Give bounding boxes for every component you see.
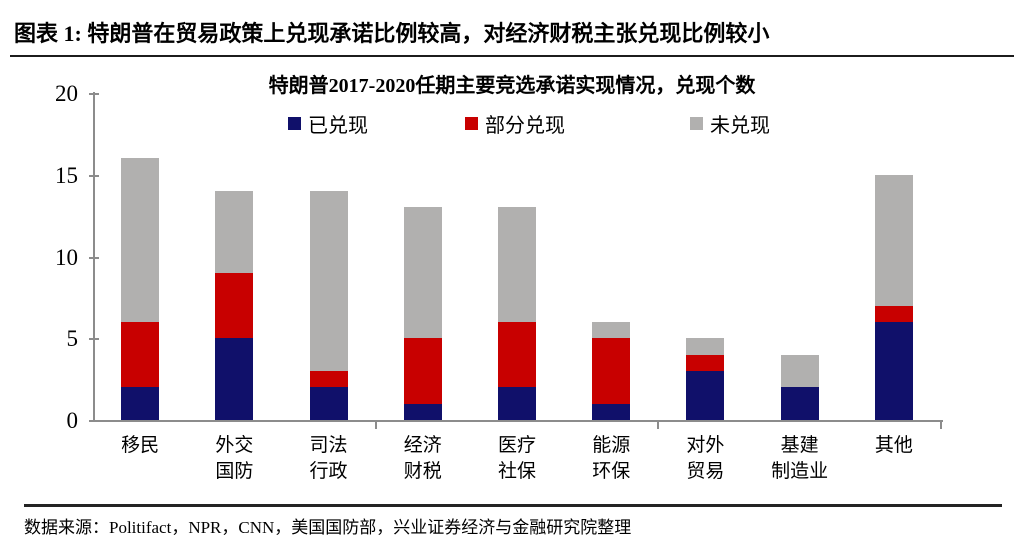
chart-title: 特朗普2017-2020任期主要竞选承诺实现情况，兑现个数 — [268, 75, 756, 97]
bar-segment-已兑现 — [498, 387, 536, 420]
bar-segment-已兑现 — [686, 370, 725, 420]
x-category-label-line: 基建 — [780, 435, 819, 456]
data-source-note: 数据来源：Politifact，NPR，CNN，美国国防部，兴业证券经济与金融研… — [24, 518, 632, 537]
x-category-label-line: 经济 — [403, 435, 442, 456]
bar-segment-未兑现 — [874, 174, 913, 306]
x-category-label: 经济 财税 — [375, 433, 471, 485]
legend-item-未兑现: 未兑现 — [690, 109, 770, 138]
y-tick-label: 0 — [66, 408, 79, 433]
x-category-label-line: 其他 — [874, 435, 913, 456]
bar-segment-部分兑现 — [403, 338, 442, 404]
bar-segment-部分兑现 — [874, 305, 913, 322]
legend-swatch-icon — [690, 117, 703, 130]
x-category-label-line: 贸易 — [686, 461, 725, 482]
y-tick-label: 5 — [66, 326, 79, 352]
legend-item-部分兑现: 部分兑现 — [465, 109, 565, 138]
bar-segment-未兑现 — [403, 207, 442, 339]
y-axis-tick — [89, 338, 99, 341]
bar-segment-未兑现 — [121, 158, 160, 322]
x-category-label: 司法 行政 — [281, 433, 377, 485]
y-tick-label: 20 — [55, 81, 78, 106]
legend-label: 已兑现 — [308, 115, 368, 137]
y-axis-tick — [89, 420, 99, 422]
x-category-label-line: 制造业 — [771, 461, 829, 482]
bar-segment-未兑现 — [215, 191, 254, 273]
x-category-label-line: 财税 — [403, 461, 442, 482]
bar-segment-已兑现 — [121, 387, 160, 420]
x-category-label: 其他 — [846, 433, 942, 459]
bar-segment-已兑现 — [874, 321, 913, 420]
bar-segment-已兑现 — [215, 338, 254, 420]
x-category-label-line: 对外 — [686, 435, 725, 456]
bar-segment-部分兑现 — [498, 321, 536, 388]
x-axis-tick — [657, 421, 660, 429]
x-category-label-line: 能源 — [592, 435, 631, 456]
x-category-label: 对外 贸易 — [657, 433, 753, 485]
bar-segment-已兑现 — [309, 387, 348, 420]
x-category-label-line: 社保 — [497, 461, 536, 482]
x-category-label: 医疗 社保 — [469, 433, 565, 485]
x-category-label: 移民 — [92, 433, 188, 459]
bar-segment-部分兑现 — [121, 321, 160, 388]
bar-segment-部分兑现 — [309, 370, 348, 388]
x-category-label: 基建 制造业 — [752, 433, 848, 485]
bar-segment-已兑现 — [403, 403, 442, 420]
x-category-label: 外交 国防 — [186, 433, 282, 485]
y-tick-label: 10 — [55, 244, 78, 270]
bar-segment-部分兑现 — [686, 354, 725, 371]
x-axis-tick — [374, 421, 377, 429]
bar-segment-部分兑现 — [215, 272, 254, 339]
x-category-label-line: 移民 — [121, 435, 160, 456]
bar-segment-未兑现 — [592, 321, 631, 339]
x-category-label-line: 行政 — [309, 461, 348, 482]
header-divider — [10, 55, 1014, 57]
x-category-label-line: 外交 — [215, 435, 254, 456]
x-category-label-line: 医疗 — [497, 435, 536, 456]
x-axis-tick — [940, 421, 942, 429]
y-tick-label: 15 — [55, 162, 78, 188]
x-category-label-line: 环保 — [592, 461, 631, 482]
bar-segment-已兑现 — [780, 387, 819, 420]
y-axis-tick — [89, 93, 99, 95]
bar-segment-未兑现 — [498, 207, 536, 322]
bar-segment-未兑现 — [686, 338, 725, 355]
x-category-label: 能源 环保 — [563, 433, 659, 485]
x-axis-line — [93, 420, 943, 422]
legend-item-已兑现: 已兑现 — [288, 109, 368, 138]
footer-divider — [24, 504, 1002, 507]
legend-swatch-icon — [288, 117, 301, 130]
bar-segment-未兑现 — [309, 191, 348, 371]
y-axis-tick — [89, 174, 99, 177]
legend-label: 未兑现 — [710, 115, 770, 137]
x-category-label-line: 司法 — [309, 435, 348, 456]
y-axis-tick — [89, 256, 99, 259]
legend-label: 部分兑现 — [485, 115, 565, 137]
bar-segment-部分兑现 — [592, 338, 631, 404]
x-category-label-line: 国防 — [215, 461, 254, 482]
bar-segment-未兑现 — [780, 354, 819, 388]
bar-segment-已兑现 — [592, 403, 631, 420]
legend-swatch-icon — [465, 117, 478, 130]
figure-title: 图表 1: 特朗普在贸易政策上兑现承诺比例较高，对经济财税主张兑现比例较小 — [14, 21, 770, 46]
